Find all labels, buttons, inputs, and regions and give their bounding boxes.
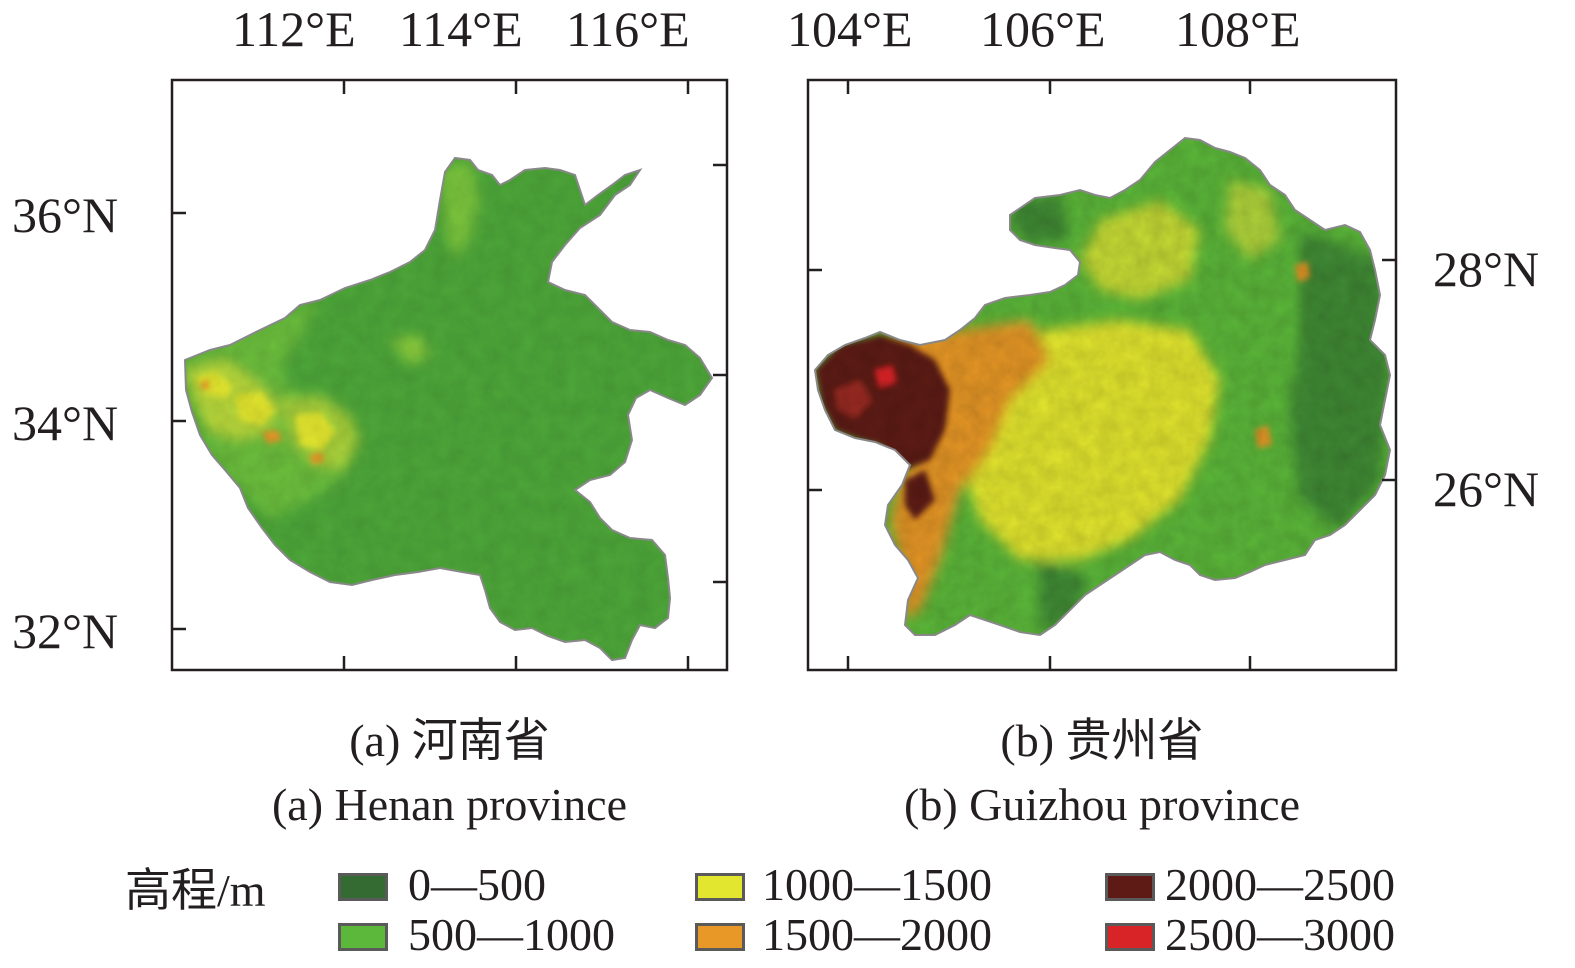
caption-b-en: (b) Guizhou province — [904, 779, 1300, 830]
legend-label-1: 500—1000 — [408, 909, 615, 960]
henan-elevation-map — [185, 158, 712, 660]
caption-a-en: (a) Henan province — [271, 779, 628, 830]
legend-label-3: 1500—2000 — [762, 909, 992, 960]
lat-tick-28: 28°N — [1433, 241, 1540, 297]
panel-b-ticks — [808, 80, 1396, 670]
panel-b-frame — [806, 78, 1398, 672]
legend-swatch-2 — [695, 873, 745, 901]
legend-label-4: 2000—2500 — [1165, 859, 1395, 910]
legend-label-2: 1000—1500 — [762, 859, 992, 910]
guizhou-elevation-map — [815, 138, 1390, 635]
lon-tick-112: 112°E — [232, 1, 356, 57]
panel-a-ticks — [172, 80, 727, 670]
lon-tick-104: 104°E — [787, 1, 913, 57]
legend-title: 高程/m — [125, 865, 266, 916]
lon-tick-116: 116°E — [566, 1, 690, 57]
lon-tick-108: 108°E — [1175, 1, 1301, 57]
caption-a-cn: (a) 河南省 — [349, 715, 550, 766]
lon-tick-114: 114°E — [399, 1, 523, 57]
caption-b-cn: (b) 贵州省 — [1000, 715, 1204, 766]
lat-tick-32: 32°N — [12, 603, 119, 659]
legend-swatch-3 — [695, 923, 745, 951]
legend-swatch-4 — [1105, 873, 1155, 901]
lat-tick-36: 36°N — [12, 187, 119, 243]
legend-label-5: 2500—3000 — [1165, 909, 1395, 960]
lat-tick-26: 26°N — [1433, 461, 1540, 517]
legend-swatch-1 — [338, 923, 388, 951]
lat-tick-34: 34°N — [12, 395, 119, 451]
legend-label-0: 0—500 — [408, 859, 546, 910]
legend-swatch-5 — [1105, 923, 1155, 951]
lon-tick-106: 106°E — [980, 1, 1106, 57]
legend-swatch-0 — [338, 873, 388, 901]
